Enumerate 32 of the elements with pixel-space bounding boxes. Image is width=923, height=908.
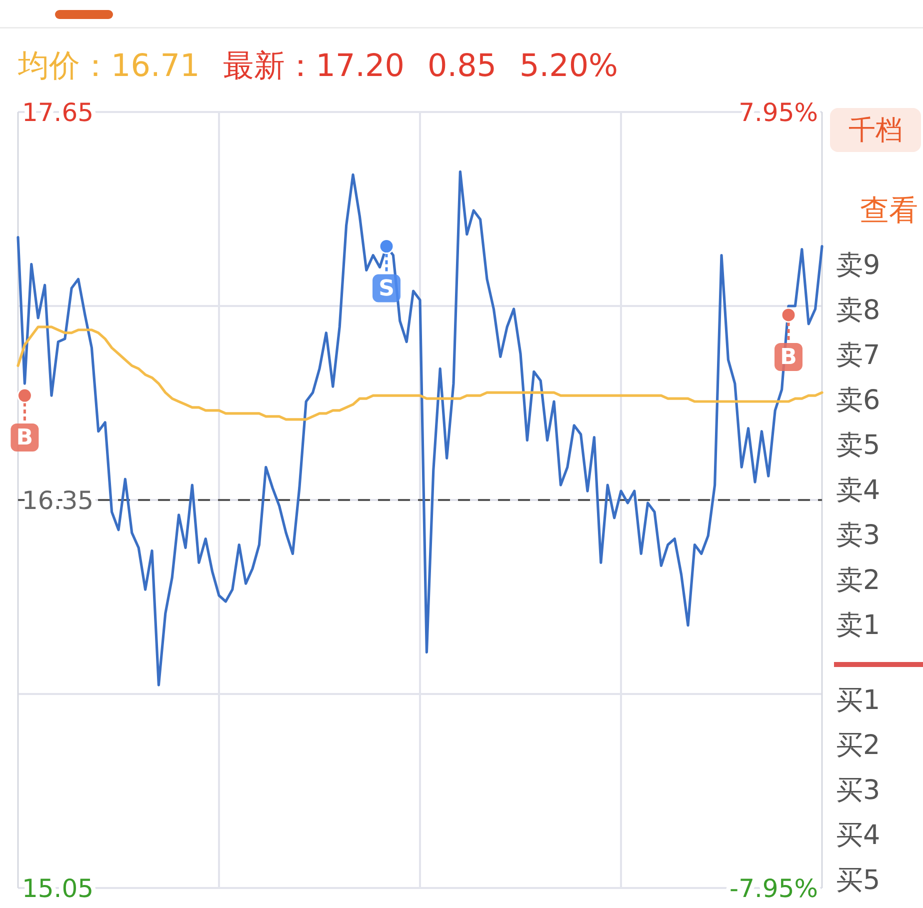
text: 0.85 <box>428 48 497 84</box>
category-label: 卖4 <box>836 474 880 506</box>
data-label: B <box>16 425 34 450</box>
category-label: 买5 <box>836 864 880 896</box>
y2-tick-label: 7.95% <box>738 98 818 126</box>
category-label: 卖3 <box>836 520 880 550</box>
category-label: 买1 <box>836 684 880 716</box>
text: 千档 <box>848 114 902 146</box>
category-label: 买3 <box>836 774 880 806</box>
text: 5.20% <box>520 48 618 84</box>
category-label: 卖9 <box>836 250 880 280</box>
category-label: 卖7 <box>836 340 880 370</box>
category-label: 买2 <box>836 730 880 760</box>
text: 最新：17.20 <box>222 48 404 84</box>
category-label: 卖5 <box>836 430 880 460</box>
text: 均价：16.71 <box>17 48 200 84</box>
point <box>780 307 796 323</box>
line-series <box>16 326 824 421</box>
data-label: S <box>378 276 394 301</box>
y-tick-label: 15.05 <box>22 874 94 902</box>
point <box>378 238 394 254</box>
data-label: B <box>780 344 797 370</box>
point <box>16 388 32 404</box>
text: 查看 <box>860 193 918 227</box>
category-label: 卖1 <box>836 610 880 640</box>
category-label: 卖8 <box>836 294 880 326</box>
category-label: 卖6 <box>836 384 880 416</box>
line-series <box>16 170 824 686</box>
category-label: 卖2 <box>836 564 880 596</box>
category-label: 买4 <box>836 820 880 850</box>
y-tick-label: 17.65 <box>22 98 94 126</box>
y2-tick-label: -7.95% <box>730 874 818 902</box>
